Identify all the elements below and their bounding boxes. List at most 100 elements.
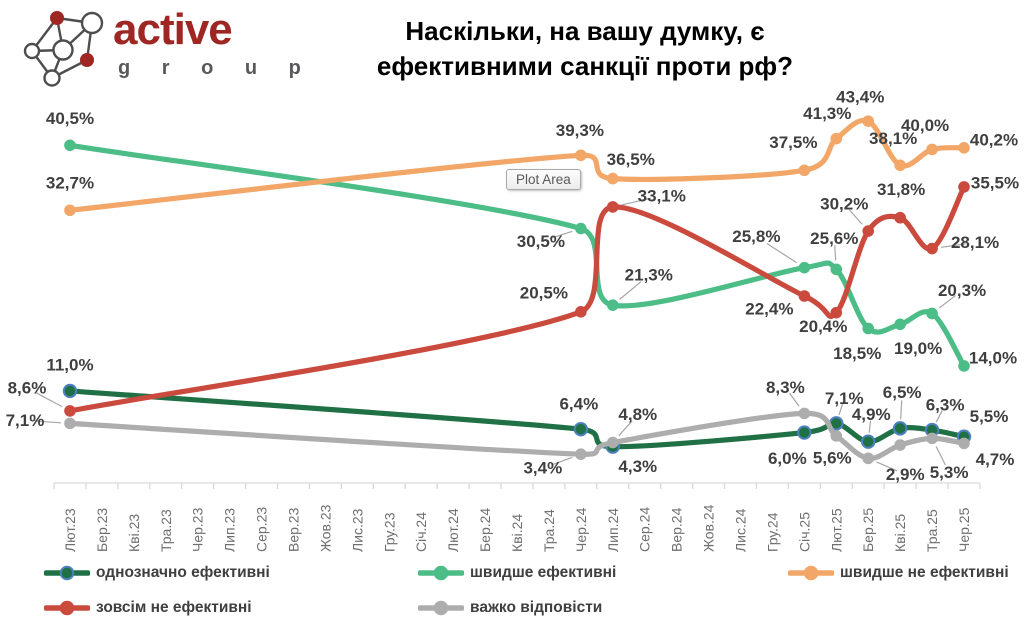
label-leader-line — [618, 420, 633, 437]
legend-marker — [44, 600, 90, 616]
legend-item[interactable]: важко відповісти — [418, 597, 602, 619]
x-axis-label: Кві.23 — [126, 514, 142, 552]
label-leader-line — [789, 392, 800, 407]
legend-marker — [44, 565, 90, 581]
legend-marker — [418, 565, 464, 581]
data-point[interactable] — [575, 448, 587, 460]
data-label: 39,3% — [556, 121, 604, 140]
legend-item[interactable]: зовсім не ефективні — [44, 597, 252, 619]
legend-marker — [418, 600, 464, 616]
x-axis-label: Гру.23 — [381, 512, 397, 552]
data-point[interactable] — [862, 115, 875, 127]
x-axis-label: Лис.23 — [349, 508, 365, 552]
data-point[interactable] — [64, 204, 76, 217]
data-point[interactable] — [830, 263, 843, 276]
x-axis-label: Гру.24 — [764, 512, 780, 552]
data-label: 7,1% — [6, 411, 45, 430]
data-point[interactable] — [573, 422, 589, 437]
data-label: 8,6% — [8, 378, 47, 397]
x-axis-label: Лют.25 — [828, 508, 844, 552]
legend-item[interactable]: швидше ефективні — [418, 562, 616, 584]
data-point[interactable] — [894, 159, 906, 172]
data-point[interactable] — [862, 225, 875, 237]
x-axis-label: Лип.24 — [605, 508, 621, 552]
legend-label: швидше ефективні — [470, 564, 617, 581]
data-label: 7,1% — [825, 389, 864, 408]
data-point[interactable] — [926, 242, 938, 255]
legend-label: зовсім не ефективні — [96, 599, 252, 616]
x-axis-label: Жов.24 — [701, 504, 717, 552]
data-label: 11,0% — [46, 355, 93, 374]
data-point[interactable] — [575, 149, 587, 162]
x-axis-label: Січ.24 — [413, 512, 429, 552]
data-point[interactable] — [892, 421, 908, 436]
data-point[interactable] — [862, 452, 875, 465]
data-point[interactable] — [958, 360, 970, 372]
legend-item[interactable]: швидше не ефективні — [788, 562, 1009, 584]
data-point[interactable] — [958, 141, 970, 154]
data-point[interactable] — [830, 306, 843, 319]
legend-label: важко відповісти — [470, 599, 603, 616]
data-point[interactable] — [797, 425, 812, 440]
data-point[interactable] — [798, 164, 811, 177]
data-point[interactable] — [62, 383, 78, 399]
x-axis-label: Бер.24 — [477, 508, 493, 552]
label-leader-line — [935, 410, 943, 423]
data-label: 30,2% — [820, 195, 868, 214]
data-label: 37,5% — [769, 133, 817, 152]
data-point[interactable] — [798, 261, 811, 274]
data-label: 40,0% — [901, 116, 949, 135]
data-point[interactable] — [64, 405, 76, 417]
data-label: 33,1% — [638, 186, 686, 205]
data-label: 4,9% — [852, 405, 891, 424]
data-label: 40,5% — [46, 109, 94, 128]
data-label: 21,3% — [625, 266, 673, 285]
data-point[interactable] — [606, 436, 619, 449]
data-point[interactable] — [894, 439, 906, 451]
data-label: 5,5% — [970, 407, 1009, 426]
data-label: 6,5% — [883, 383, 922, 402]
data-label: 25,6% — [810, 229, 858, 248]
label-leader-line — [619, 281, 642, 300]
data-point[interactable] — [606, 201, 619, 213]
label-leader-line — [938, 295, 956, 309]
x-axis-label: Тра.25 — [924, 509, 940, 552]
data-point[interactable] — [926, 432, 938, 445]
data-point[interactable] — [798, 407, 811, 420]
data-label: 4,3% — [618, 457, 657, 476]
data-point[interactable] — [575, 306, 587, 318]
data-label: 32,7% — [46, 174, 94, 193]
data-point[interactable] — [830, 430, 843, 442]
data-point[interactable] — [64, 139, 76, 152]
data-point[interactable] — [958, 437, 970, 450]
data-point[interactable] — [830, 132, 843, 145]
brand-sub-wordmark: g r o u p — [118, 57, 314, 79]
data-point[interactable] — [575, 222, 587, 235]
label-leader-line — [621, 197, 652, 206]
data-point[interactable] — [64, 417, 76, 430]
data-label: 5,3% — [930, 463, 969, 482]
data-point[interactable] — [606, 299, 619, 311]
data-point[interactable] — [926, 143, 938, 156]
data-label: 19,0% — [894, 339, 942, 358]
data-point[interactable] — [861, 434, 876, 449]
label-leader-line — [36, 392, 63, 408]
data-point[interactable] — [798, 290, 811, 302]
data-label: 30,5% — [517, 232, 565, 251]
label-leader-line — [549, 230, 573, 240]
x-axis-label: Вер.23 — [285, 507, 301, 552]
data-label: 2,9% — [886, 465, 925, 484]
data-label: 6,4% — [559, 395, 598, 414]
data-point[interactable] — [606, 172, 619, 185]
data-point[interactable] — [894, 211, 906, 224]
data-label: 8,3% — [766, 378, 805, 397]
legend-item[interactable]: однозначно ефективні — [44, 562, 270, 584]
chart-title-line1: Наскільки, на вашу думку, є — [405, 16, 765, 46]
data-point[interactable] — [862, 322, 875, 335]
data-point[interactable] — [926, 307, 938, 320]
data-point[interactable] — [894, 318, 906, 331]
x-axis-label: Лис.24 — [732, 508, 748, 552]
data-label: 6,3% — [926, 396, 965, 415]
data-point[interactable] — [958, 181, 970, 193]
